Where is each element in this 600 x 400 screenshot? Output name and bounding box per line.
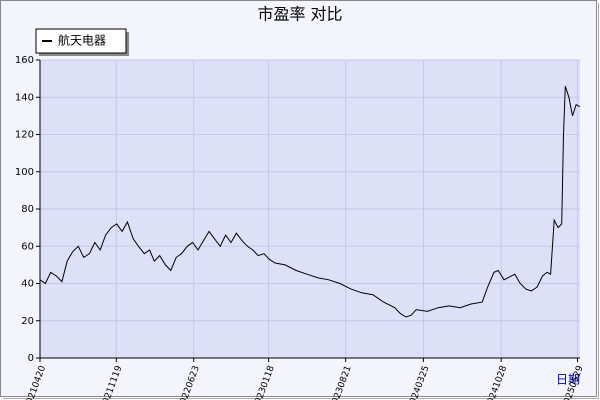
x-axis-label: 日期 [556, 373, 580, 387]
y-tick-label: 140 [15, 92, 34, 103]
y-tick-label: 20 [21, 316, 34, 327]
y-tick-label: 120 [15, 130, 34, 141]
chart-title: 市盈率 对比 [257, 5, 342, 24]
y-tick-label: 80 [21, 204, 34, 215]
y-tick-label: 40 [21, 279, 34, 290]
legend: 航天电器 [35, 28, 129, 56]
y-tick-label: 100 [15, 167, 34, 178]
legend-label: 航天电器 [58, 33, 106, 48]
y-tick-label: 160 [15, 55, 34, 66]
series-line [39, 85, 581, 318]
y-tick-label: 60 [21, 241, 34, 252]
y-tick-label: 0 [28, 353, 34, 364]
